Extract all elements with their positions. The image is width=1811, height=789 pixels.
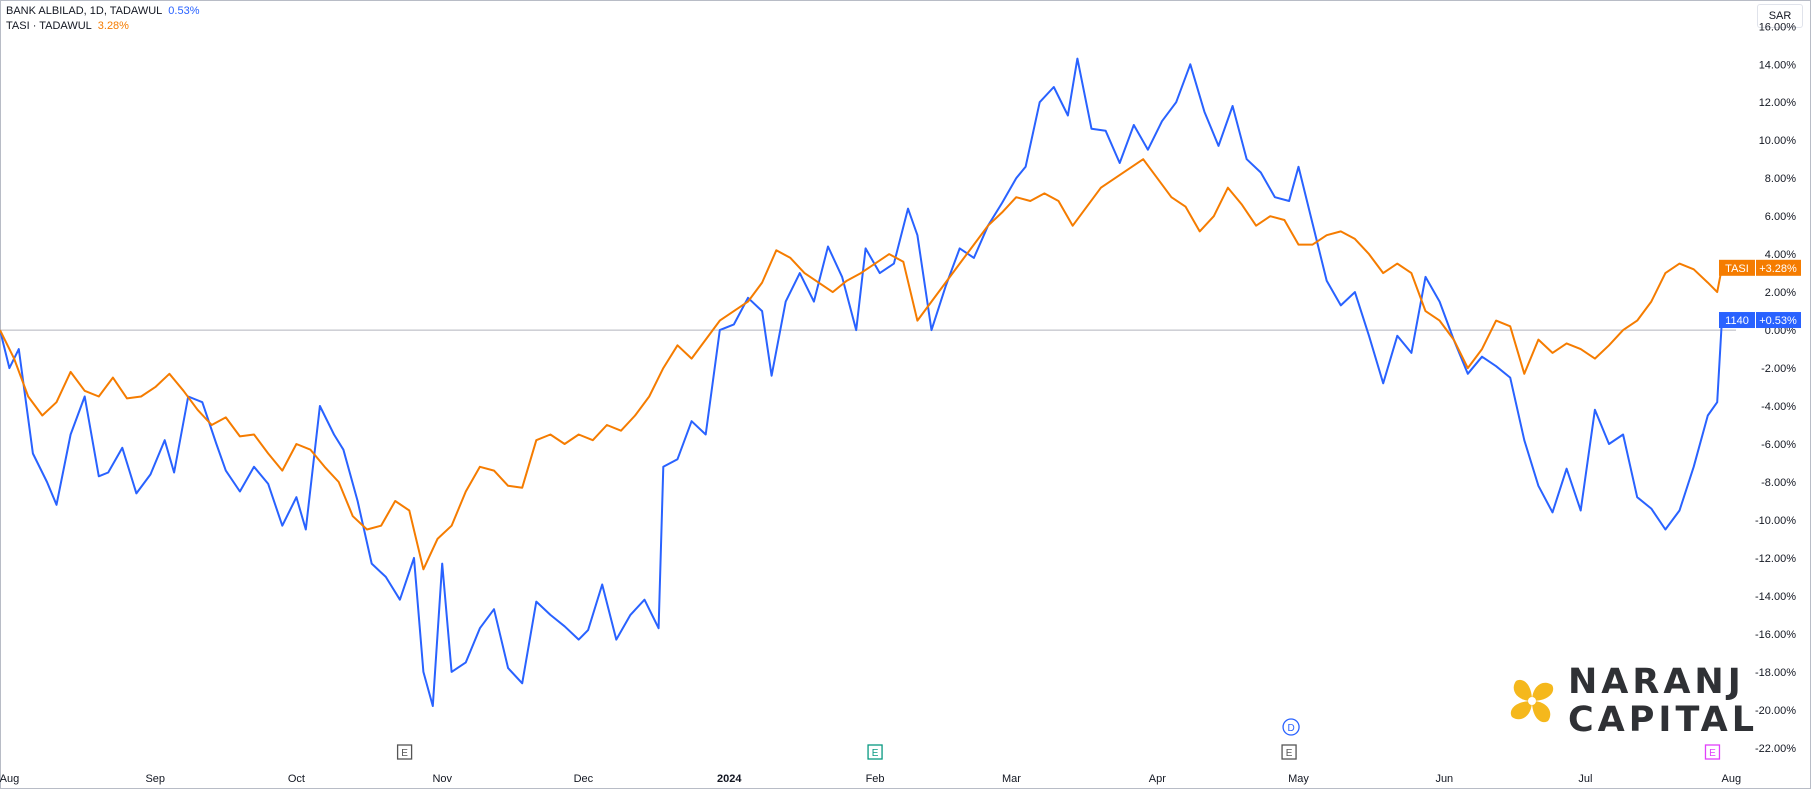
legend-tasi-value: 3.28% bbox=[97, 20, 129, 32]
brand-line1: NARANJ bbox=[1568, 662, 1745, 702]
brand-logo: NARANJ CAPITAL bbox=[1506, 663, 1758, 739]
brand-line2: CAPITAL bbox=[1568, 700, 1758, 740]
brand-flower-icon bbox=[1510, 679, 1554, 723]
currency-button[interactable]: SAR bbox=[1757, 4, 1803, 28]
legend-tasi-label: TASI · TADAWUL bbox=[6, 20, 92, 32]
legend-bank[interactable]: BANK ALBILAD, 1D, TADAWUL 0.53% bbox=[6, 4, 200, 18]
legend-bank-value: 0.53% bbox=[168, 5, 200, 17]
legend-bank-label: BANK ALBILAD, 1D, TADAWUL bbox=[6, 5, 163, 17]
legend-tasi[interactable]: TASI · TADAWUL 3.28% bbox=[6, 19, 129, 33]
